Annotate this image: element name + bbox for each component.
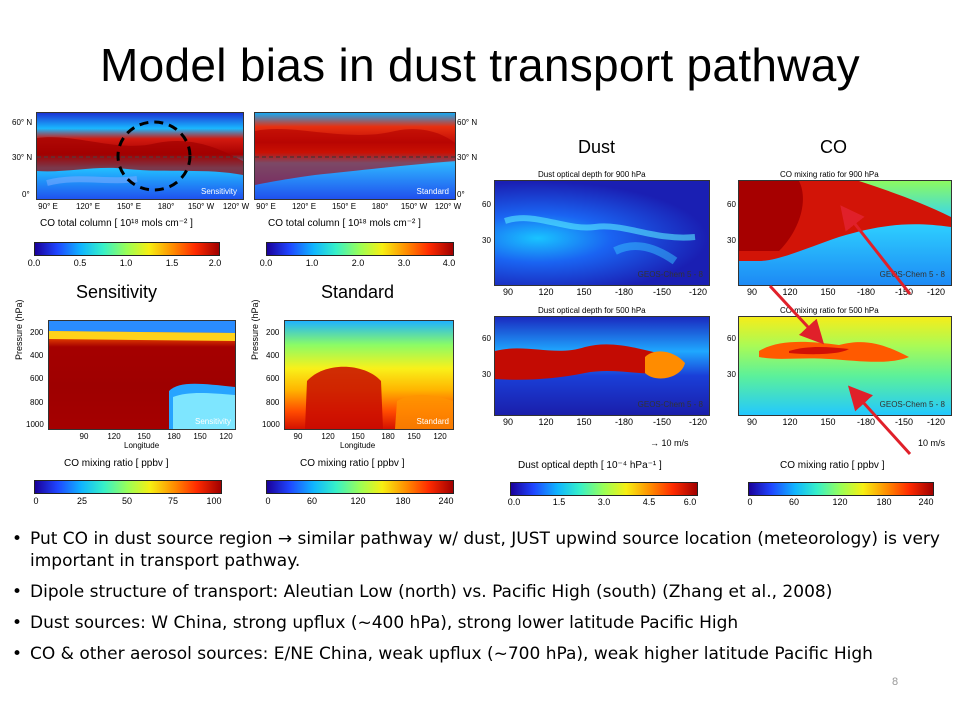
colorbar-ticks: 0.0 1.0 2.0 3.0 4.0 bbox=[259, 258, 456, 268]
y-tick: 600 bbox=[266, 374, 280, 383]
colorbar-caption: CO mixing ratio [ ppbv ] bbox=[300, 458, 405, 469]
lat-tick: 60° N bbox=[12, 118, 33, 127]
lat-tick: 60 bbox=[482, 334, 491, 343]
bullet-list: • Put CO in dust source region → similar … bbox=[12, 528, 960, 674]
sensitivity-cross-section-plot: Sensitivity bbox=[48, 320, 236, 430]
slide-title: Model bias in dust transport pathway bbox=[100, 39, 860, 91]
lat-tick: 60 bbox=[482, 200, 491, 209]
lat-tick: 30 bbox=[727, 370, 736, 379]
standard-cross-section-plot: Standard bbox=[284, 320, 454, 430]
lat-tick: 0° bbox=[457, 190, 465, 199]
bullet-item: • Dipole structure of transport: Aleutian… bbox=[12, 582, 833, 602]
y-tick: 400 bbox=[30, 351, 44, 360]
map-title: Dust optical depth for 500 hPa bbox=[538, 306, 646, 315]
label-standard: Standard bbox=[321, 282, 395, 302]
y-tick: 200 bbox=[30, 328, 44, 337]
bullet-item: • CO & other aerosol sources: E/NE China,… bbox=[12, 644, 873, 664]
label-dust: Dust bbox=[578, 137, 616, 157]
y-tick: 600 bbox=[30, 374, 44, 383]
geos-tag: GEOS-Chem 5 - 8 bbox=[637, 270, 703, 279]
lon-ticks: 90 120 150 -180 -150 -120 bbox=[746, 287, 946, 297]
colorbar-ticks: 0 25 50 75 100 bbox=[33, 496, 222, 506]
map-title: CO mixing ratio for 900 hPa bbox=[780, 170, 879, 179]
geos-tag: GEOS-Chem 5 - 8 bbox=[879, 270, 945, 279]
colorbar bbox=[34, 242, 220, 256]
wind-scale: → 10 m/s bbox=[650, 438, 689, 448]
arrow-to-co900 bbox=[840, 205, 912, 295]
lat-tick: 30° N bbox=[12, 153, 33, 162]
dust-900hpa-map: GEOS-Chem 5 - 8 bbox=[494, 180, 710, 286]
colorbar-caption: Dust optical depth [ 10⁻⁴ hPa⁻¹ ] bbox=[518, 460, 662, 471]
lat-tick: 60° N bbox=[457, 118, 478, 127]
geos-tag: GEOS-Chem 5 - 8 bbox=[879, 400, 945, 409]
standard-co-column-map: Standard bbox=[254, 112, 456, 200]
y-axis-label: Pressure (hPa) bbox=[14, 299, 24, 360]
colorbar-caption: CO mixing ratio [ ppbv ] bbox=[64, 458, 169, 469]
geos-tag: GEOS-Chem 5 - 8 bbox=[637, 400, 703, 409]
lat-tick: 60 bbox=[727, 200, 736, 209]
bullet-dot: • bbox=[12, 644, 23, 664]
bullet-dot: • bbox=[12, 582, 23, 602]
sensitivity-co-column-map: Sensitivity bbox=[36, 112, 244, 200]
bullet-dot: • bbox=[12, 529, 23, 549]
arrow-to-co500-south bbox=[847, 385, 912, 456]
map-tag: Standard bbox=[416, 187, 449, 196]
x-axis-label: Longitude bbox=[124, 441, 160, 450]
y-tick: 400 bbox=[266, 351, 280, 360]
lat-tick: 30 bbox=[727, 236, 736, 245]
map-title: Dust optical depth for 900 hPa bbox=[538, 170, 646, 179]
bullet-dot: • bbox=[12, 613, 23, 633]
map-tag: Standard bbox=[416, 417, 449, 426]
wind-scale: 10 m/s bbox=[918, 438, 946, 448]
dust-500hpa-map: GEOS-Chem 5 - 8 bbox=[494, 316, 710, 416]
co-500hpa-map: GEOS-Chem 5 - 8 bbox=[738, 316, 952, 416]
y-tick: 800 bbox=[266, 398, 280, 407]
lat-tick: 60 bbox=[727, 334, 736, 343]
colorbar-ticks: 0.0 0.5 1.0 1.5 2.0 bbox=[27, 258, 222, 268]
colorbar-ticks: 0 60 120 180 240 bbox=[265, 496, 454, 506]
bullet-item: • Put CO in dust source region → similar … bbox=[12, 529, 940, 571]
map-tag: Sensitivity bbox=[200, 187, 237, 196]
y-tick: 1000 bbox=[26, 420, 44, 429]
colorbar-caption: CO mixing ratio [ ppbv ] bbox=[780, 460, 885, 471]
lon-ticks: 90 120 150 -180 -150 -120 bbox=[502, 287, 708, 297]
page-number: 8 bbox=[892, 676, 899, 688]
colorbar bbox=[266, 242, 454, 256]
lon-ticks: 90° E 120° E 150° E 180° 150° W 120° W bbox=[256, 202, 462, 211]
lon-ticks: 90° E 120° E 150° E 180° 150° W 120° W bbox=[38, 202, 250, 211]
x-ticks: 90 120 150 180 150 120 bbox=[293, 432, 447, 441]
colorbar bbox=[510, 482, 698, 496]
colorbar-caption: CO total column [ 10¹⁸ mols cm⁻² ] bbox=[40, 218, 193, 229]
colorbar bbox=[266, 480, 454, 494]
colorbar-ticks: 0.0 1.5 3.0 4.5 6.0 bbox=[507, 497, 697, 507]
x-ticks: 90 120 150 180 150 120 bbox=[79, 432, 233, 441]
colorbar-ticks: 0 60 120 180 240 bbox=[747, 497, 934, 507]
colorbar bbox=[34, 480, 222, 494]
label-co: CO bbox=[820, 137, 847, 157]
lat-tick: 30° N bbox=[457, 153, 478, 162]
colorbar-caption: CO total column [ 10¹⁸ mols cm⁻² ] bbox=[268, 218, 421, 229]
colorbar bbox=[748, 482, 934, 496]
arrow-to-co500 bbox=[768, 284, 825, 345]
lon-ticks: 90 120 150 -180 -150 -120 bbox=[502, 417, 708, 427]
label-sensitivity: Sensitivity bbox=[76, 282, 158, 302]
y-axis-label: Pressure (hPa) bbox=[250, 299, 260, 360]
annotation-arrows bbox=[768, 205, 912, 456]
map-tag: Sensitivity bbox=[194, 417, 231, 426]
bullet-item: • Dust sources: W China, strong upflux (~… bbox=[12, 613, 739, 633]
y-tick: 1000 bbox=[262, 420, 280, 429]
map-title: CO mixing ratio for 500 hPa bbox=[780, 306, 879, 315]
y-tick: 200 bbox=[266, 328, 280, 337]
lon-ticks: 90 120 150 -180 -150 -120 bbox=[746, 417, 946, 427]
lat-tick: 0° bbox=[22, 190, 30, 199]
y-tick: 800 bbox=[30, 398, 44, 407]
lat-tick: 30 bbox=[482, 370, 491, 379]
lat-tick: 30 bbox=[482, 236, 491, 245]
x-axis-label: Longitude bbox=[340, 441, 376, 450]
highlight-circle bbox=[116, 120, 192, 192]
